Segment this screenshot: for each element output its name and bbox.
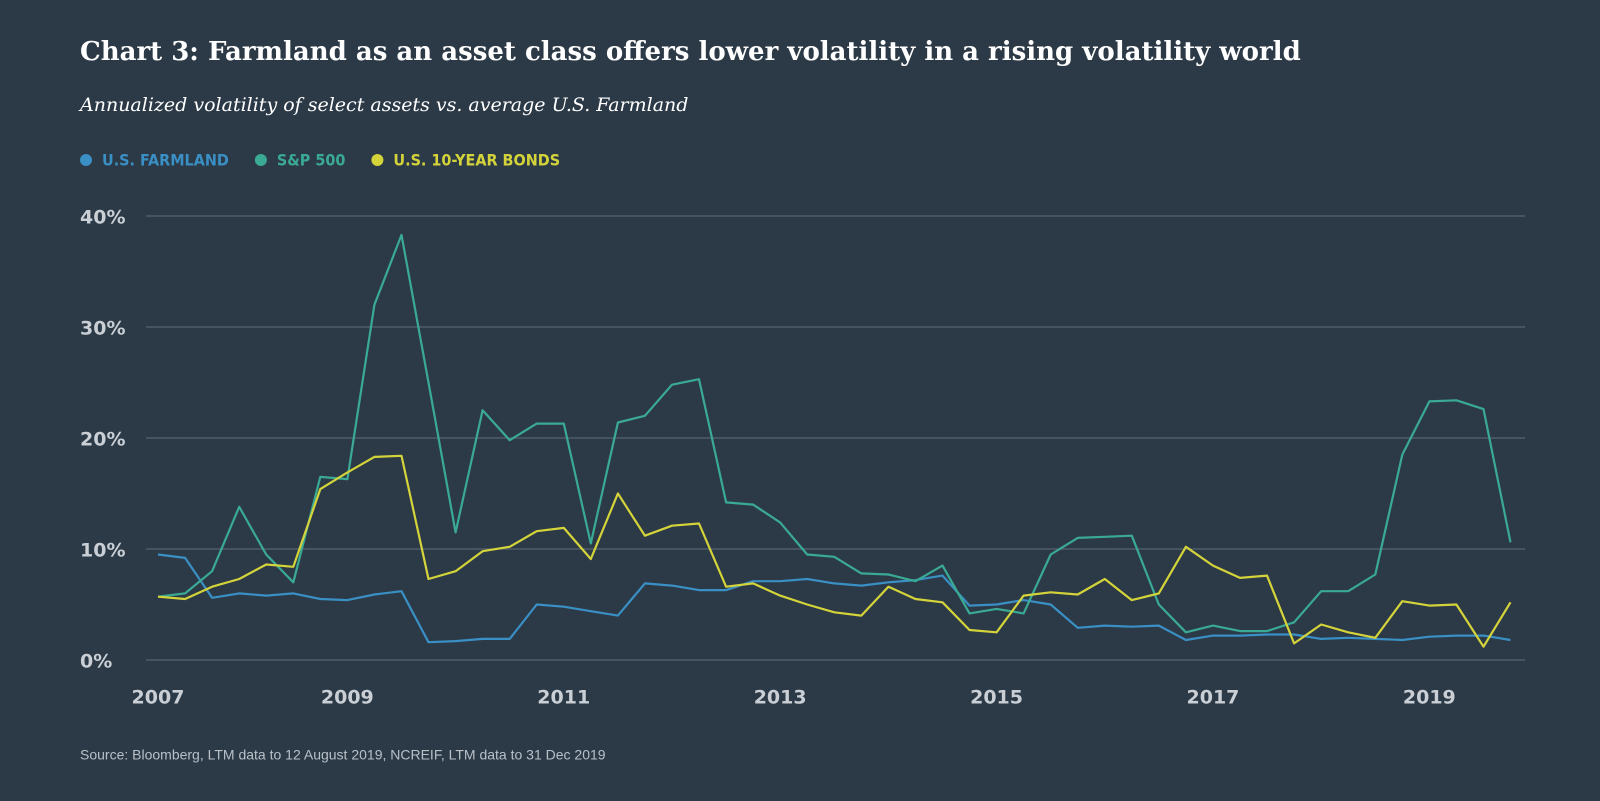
y-tick-label: 20% <box>80 429 125 451</box>
y-tick-label: 40% <box>80 207 125 229</box>
x-tick-label: 2011 <box>537 687 590 709</box>
x-tick-label: 2017 <box>1187 687 1240 709</box>
legend-marker <box>254 154 267 166</box>
x-tick-label: 2013 <box>754 687 807 709</box>
y-tick-label: 30% <box>80 318 125 340</box>
source-note: Source: Bloomberg, LTM data to 12 August… <box>80 747 606 763</box>
series-line <box>157 454 1512 648</box>
series-line <box>157 553 1511 644</box>
chart-subtitle: Annualized volatility of select assets v… <box>78 94 688 116</box>
series-line <box>157 233 1512 634</box>
legend-label: U.S. FARMLAND <box>102 151 229 170</box>
x-tick-label: 2019 <box>1403 687 1456 709</box>
chart-title: Chart 3: Farmland as an asset class offe… <box>80 37 1301 67</box>
legend-label: U.S. 10-YEAR BONDS <box>393 151 560 170</box>
x-tick-label: 2007 <box>132 687 185 709</box>
legend-label: S&P 500 <box>277 151 346 170</box>
x-tick-label: 2015 <box>970 687 1023 709</box>
x-tick-label: 2009 <box>321 687 374 709</box>
y-tick-label: 10% <box>80 540 125 562</box>
legend-marker <box>371 154 384 166</box>
y-tick-label: 0% <box>80 651 112 673</box>
legend-marker <box>80 154 92 166</box>
